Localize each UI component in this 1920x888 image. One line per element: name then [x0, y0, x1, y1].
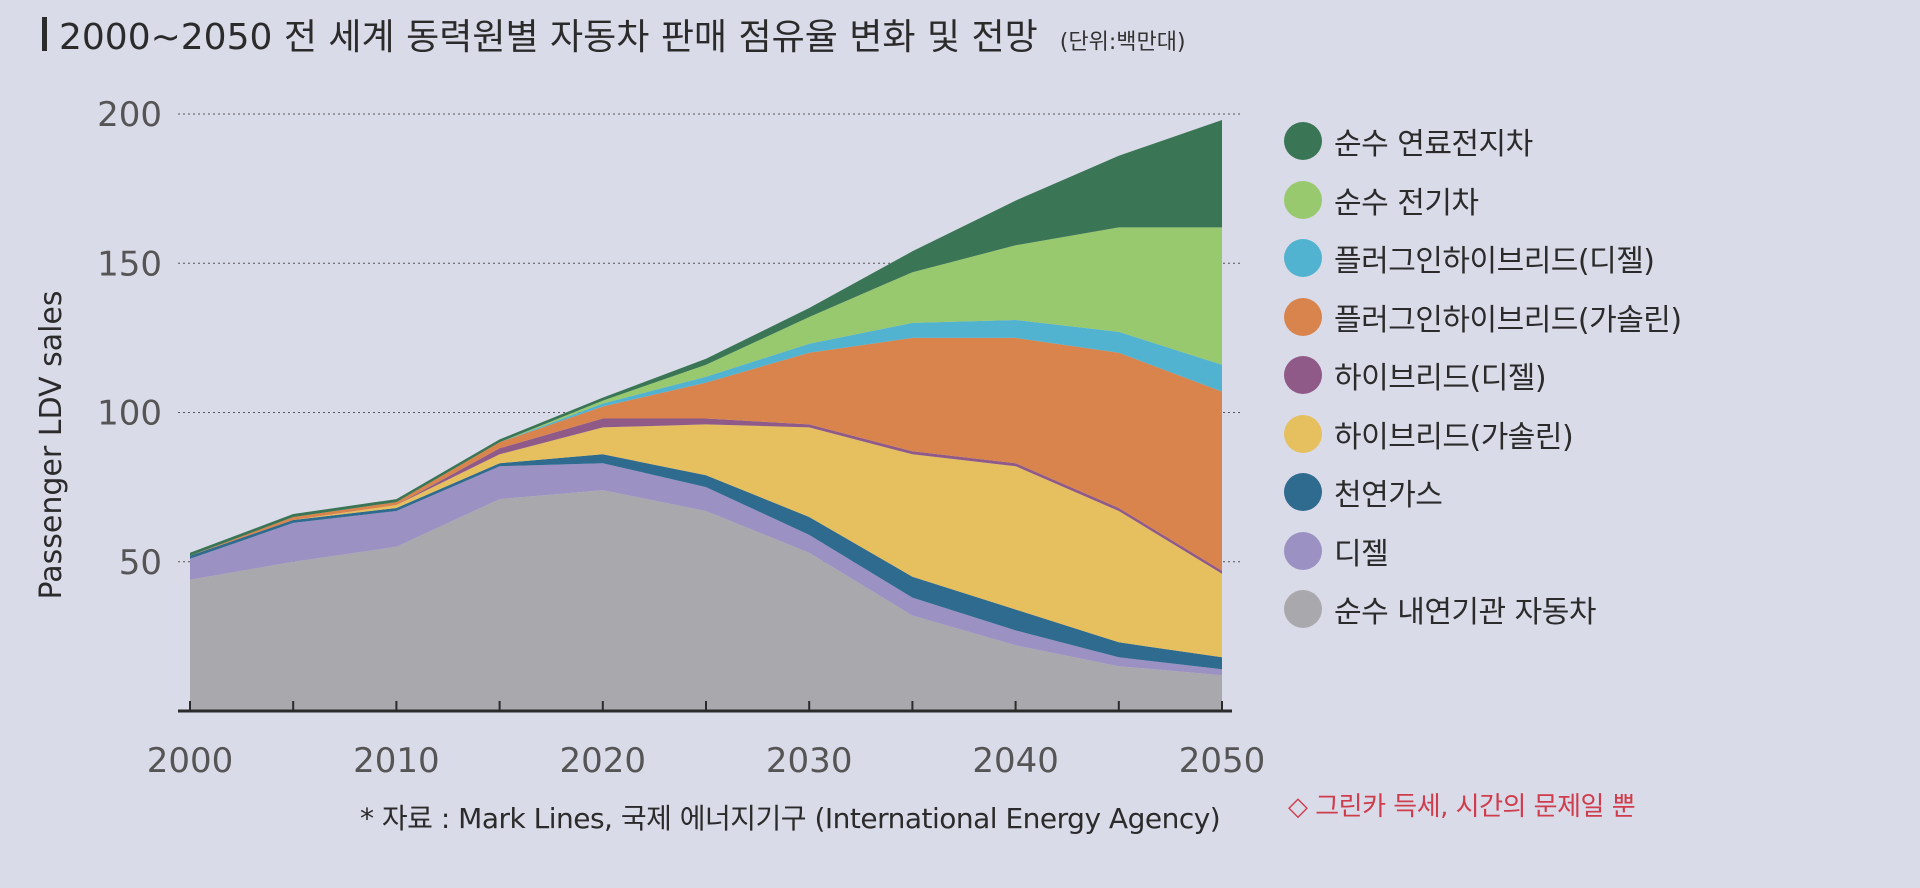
- legend-label: 순수 내연기관 자동차: [1334, 595, 1596, 631]
- x-tick-label: 2030: [766, 741, 853, 781]
- chart-title-row: 2000~2050 전 세계 동력원별 자동차 판매 점유율 변화 및 전망 (…: [42, 8, 1186, 60]
- y-tick-label: 200: [97, 95, 162, 135]
- area-series-7: [190, 227, 1222, 556]
- y-tick-label: 150: [97, 244, 162, 284]
- area-series-8: [190, 120, 1222, 556]
- x-tick-label: 2010: [353, 741, 440, 781]
- y-tick-label: 100: [97, 394, 162, 434]
- legend-label: 플러그인하이브리드(가솔린): [1334, 302, 1682, 338]
- legend-swatch-icon: [1284, 297, 1322, 336]
- legend-swatch-icon: [1284, 473, 1322, 512]
- legend-item: 하이브리드(가솔린): [1284, 405, 1682, 464]
- area-series-2: [190, 454, 1222, 670]
- area-series-4: [190, 418, 1222, 574]
- legend-item: 플러그인하이브리드(가솔린): [1284, 288, 1682, 347]
- legend-label: 디젤: [1334, 536, 1389, 572]
- area-series-5: [190, 337, 1222, 571]
- legend-swatch-icon: [1284, 122, 1322, 161]
- legend-label: 순수 연료전지차: [1334, 127, 1533, 163]
- annotation-text: ◇ 그린카 득세, 시간의 문제일 뿐: [1288, 792, 1636, 822]
- legend-label: 하이브리드(가솔린): [1334, 419, 1574, 455]
- legend-item: 순수 내연기관 자동차: [1284, 580, 1682, 639]
- legend-label: 순수 전기차: [1334, 185, 1479, 221]
- legend-item: 순수 전기차: [1284, 171, 1682, 230]
- legend-label: 하이브리드(디젤): [1334, 361, 1547, 397]
- y-axis: 50 100 150 200: [97, 95, 162, 583]
- legend-swatch-icon: [1284, 531, 1322, 570]
- x-tick-label: 2050: [1179, 741, 1266, 781]
- legend-swatch-icon: [1284, 414, 1322, 453]
- legend-label: 플러그인하이브리드(디젤): [1334, 244, 1655, 280]
- legend-item: 디젤: [1284, 522, 1682, 581]
- legend-swatch-icon: [1284, 590, 1322, 629]
- legend-swatch-icon: [1284, 180, 1322, 219]
- area-series: [190, 120, 1222, 711]
- legend-label: 천연가스: [1334, 478, 1443, 514]
- chart-title: 2000~2050 전 세계 동력원별 자동차 판매 점유율 변화 및 전망: [59, 17, 1038, 58]
- x-axis: 2000 2010 2020 2030 2040 2050: [147, 701, 1266, 781]
- area-series-3: [190, 424, 1222, 658]
- y-axis-label: Passenger LDV sales: [34, 290, 69, 599]
- y-tick-label: 50: [119, 543, 162, 583]
- legend-item: 순수 연료전지차: [1284, 112, 1682, 171]
- area-series-0: [190, 490, 1222, 711]
- area-series-6: [190, 320, 1222, 556]
- legend-item: 플러그인하이브리드(디젤): [1284, 229, 1682, 288]
- x-tick-label: 2040: [972, 741, 1059, 781]
- legend-swatch-icon: [1284, 356, 1322, 395]
- x-tick-label: 2000: [147, 741, 234, 781]
- legend-swatch-icon: [1284, 239, 1322, 278]
- area-series-1: [190, 463, 1222, 676]
- chart-unit: (단위:백만대): [1059, 30, 1186, 55]
- title-bar-icon: [42, 17, 47, 51]
- source-note: * 자료 : Mark Lines, 국제 에너지기구 (Internation…: [360, 802, 1221, 835]
- legend-item: 하이브리드(디젤): [1284, 346, 1682, 405]
- x-tick-label: 2020: [560, 741, 647, 781]
- legend-item: 천연가스: [1284, 463, 1682, 522]
